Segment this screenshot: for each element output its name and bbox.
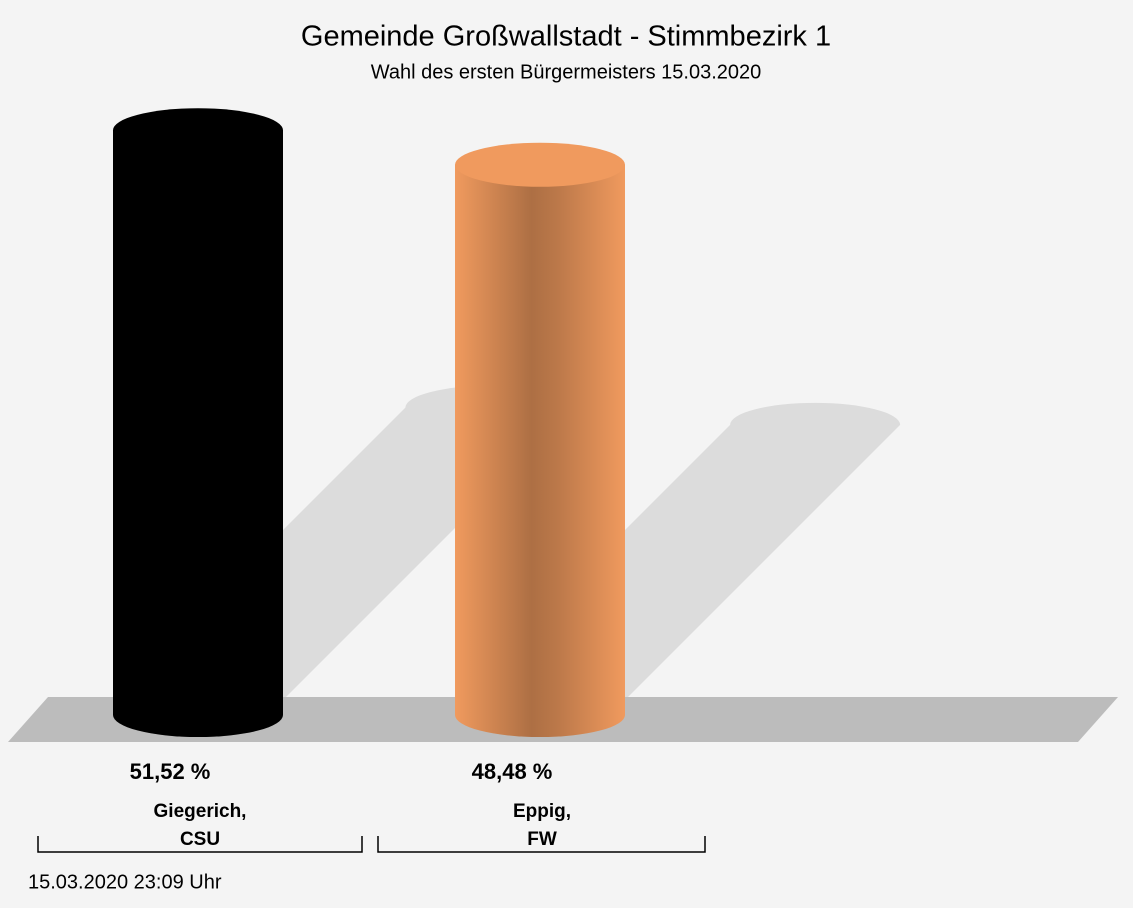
- bar: [455, 142, 625, 737]
- bar-body-shade: [455, 164, 625, 737]
- bar-top: [455, 142, 625, 187]
- footer: 15.03.2020 23:09 Uhr: [28, 871, 222, 893]
- value-label: 48,48 %: [472, 759, 553, 784]
- category-label: Eppig, FW: [512, 801, 572, 850]
- chart-title: Gemeinde Großwallstadt - Stimmbezirk 1: [301, 21, 831, 53]
- category-label: Giegerich, CSU: [153, 801, 247, 850]
- bar-body-shade: [113, 130, 283, 738]
- bar-top: [113, 108, 283, 153]
- bar: [113, 108, 283, 738]
- chart-subtitle: Wahl des ersten Bürgermeisters 15.03.202…: [371, 61, 762, 83]
- value-label: 51,52 %: [130, 759, 211, 784]
- bars: [113, 108, 625, 738]
- category-brackets: [37, 836, 706, 853]
